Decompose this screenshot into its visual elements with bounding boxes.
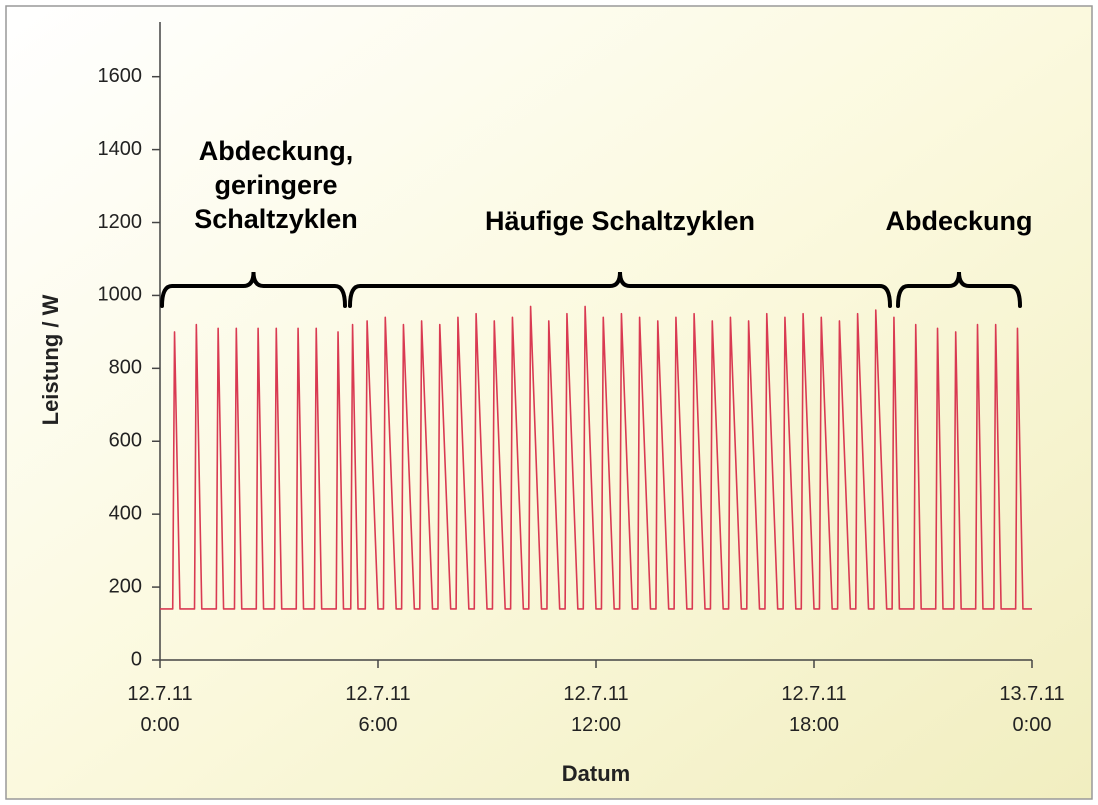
y-tick-label: 400 <box>109 502 142 524</box>
y-tick-label: 1000 <box>98 284 143 306</box>
x-tick-label: 12.7.11 12:00 <box>563 683 628 736</box>
x-axis-title: Datum <box>562 761 630 786</box>
y-tick-label: 200 <box>109 575 142 597</box>
brace <box>896 271 1022 308</box>
brace <box>348 271 892 308</box>
x-tick-label: 12.7.11 0:00 <box>127 683 192 736</box>
annotation: Schaltzyklen <box>194 204 358 234</box>
annotation: Abdeckung <box>885 206 1032 236</box>
y-tick-label: 1400 <box>98 138 143 160</box>
x-tick-label: 13.7.11 0:00 <box>999 683 1064 736</box>
x-tick-label: 12.7.11 18:00 <box>781 683 846 736</box>
y-tick-label: 600 <box>109 430 142 452</box>
annotation: Häufige Schaltzyklen <box>485 206 755 236</box>
y-tick-label: 800 <box>109 357 142 379</box>
power-line <box>160 305 1032 610</box>
brace <box>160 271 347 308</box>
y-axis-title: Leistung / W <box>38 294 63 425</box>
annotation: Abdeckung, <box>199 136 354 166</box>
y-tick-label: 1600 <box>98 65 143 87</box>
y-tick-label: 0 <box>131 648 142 670</box>
x-tick-label: 12.7.11 6:00 <box>345 683 410 736</box>
annotation: geringere <box>214 170 337 200</box>
y-tick-label: 1200 <box>98 211 143 233</box>
